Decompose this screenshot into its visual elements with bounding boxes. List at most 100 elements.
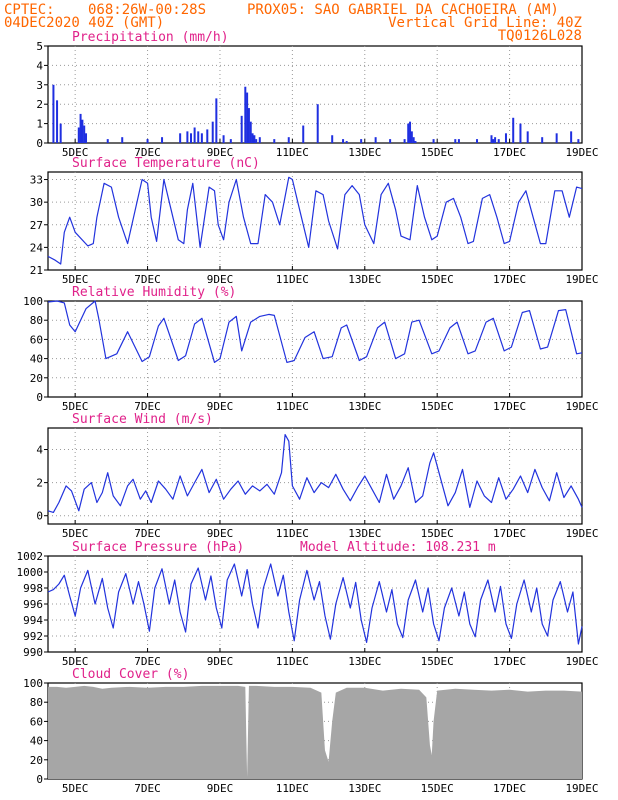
precipitation-bar <box>249 121 252 143</box>
precipitation-ytick-label: 5 <box>36 40 43 53</box>
wind-xtick-label: 7DEC <box>134 527 161 540</box>
precipitation-bar <box>79 113 82 143</box>
cloud-ytick-label: 20 <box>30 754 43 767</box>
precipitation-frame <box>47 45 583 144</box>
precipitation-bar <box>59 123 62 143</box>
pressure-ytick-label: 994 <box>23 614 43 627</box>
precipitation-bar <box>186 131 189 143</box>
precipitation-bar <box>316 104 319 143</box>
wind-xtick-label: 11DEC <box>276 527 309 540</box>
precipitation-bar <box>374 137 377 143</box>
precipitation-bar <box>409 121 412 143</box>
cloud-ytick-label: 100 <box>23 677 43 690</box>
precipitation-bar <box>519 123 522 143</box>
precipitation-bar <box>389 139 392 143</box>
panel-precipitation: Precipitation (mm/h) 5DEC 7DEC 9DEC 11DEC 13… <box>36 30 598 159</box>
precipitation-bar <box>255 139 258 143</box>
humidity-ytick-label: 40 <box>30 353 43 366</box>
precipitation-title: Precipitation (mm/h) <box>72 30 229 45</box>
cloud-xtick-label: 15DEC <box>421 782 454 795</box>
humidity-ytick-label: 100 <box>23 295 43 308</box>
wind-xtick-label: 19DEC <box>565 527 598 540</box>
wind-ytick-label: 2 <box>36 477 43 490</box>
cloud-cover-title: Cloud Cover (%) <box>72 667 189 682</box>
precipitation-ytick-label: 3 <box>36 79 43 92</box>
humidity-xtick-label: 13DEC <box>348 400 381 413</box>
precipitation-xtick-label: 13DEC <box>348 146 381 159</box>
precipitation-bar <box>273 139 276 143</box>
precipitation-xtick-label: 11DEC <box>276 146 309 159</box>
temperature-ytick-label: 33 <box>30 174 43 187</box>
temperature-xtick-label: 5DEC <box>62 273 89 286</box>
precipitation-bar <box>407 123 410 143</box>
cloud-xtick-label: 11DEC <box>276 782 309 795</box>
precipitation-bar <box>410 131 413 143</box>
precipitation-bar <box>476 139 479 143</box>
precipitation-bar <box>81 119 84 143</box>
pressure-ytick-label: 1000 <box>17 566 44 579</box>
panel-temperature: Surface Temperature (nC) 5DEC 7DEC 9DEC 11D… <box>30 156 599 286</box>
temperature-xtick-label: 15DEC <box>421 273 454 286</box>
cloud-ytick-label: 80 <box>30 696 43 709</box>
humidity-title: Relative Humidity (%) <box>72 285 236 300</box>
precipitation-bar <box>526 131 529 143</box>
cloud-ytick-label: 0 <box>36 773 43 786</box>
panel-pressure: Surface Pressure (hPa) Model Altitude: 1… <box>17 540 599 668</box>
precipitation-bar <box>492 139 495 143</box>
pressure-ytick-label: 996 <box>23 598 43 611</box>
pressure-xtick-label: 17DEC <box>493 655 526 668</box>
precipitation-bar <box>85 133 88 143</box>
precipitation-bar <box>258 137 261 143</box>
precipitation-bar <box>246 92 249 143</box>
header-station: PROX05: SAO GABRIEL DA CACHOEIRA (AM) <box>247 2 559 18</box>
pressure-ytick-label: 998 <box>23 582 43 595</box>
precipitation-bar <box>251 133 254 143</box>
temperature-xtick-label: 19DEC <box>565 273 598 286</box>
temperature-xtick-label: 11DEC <box>276 273 309 286</box>
header-model-code: TQ0126L028 <box>498 28 582 44</box>
precipitation-bar <box>222 135 225 143</box>
cloud-ytick-label: 40 <box>30 735 43 748</box>
header-coords: 068:26W-00:28S <box>88 2 206 18</box>
precipitation-ytick-label: 0 <box>36 137 43 150</box>
pressure-ytick-label: 990 <box>23 646 43 659</box>
precipitation-bar <box>193 127 196 143</box>
precipitation-bar <box>190 133 193 143</box>
temperature-ytick-label: 27 <box>30 219 43 232</box>
humidity-xtick-label: 9DEC <box>207 400 234 413</box>
precipitation-bar <box>412 137 415 143</box>
precipitation-xtick-label: 15DEC <box>421 146 454 159</box>
cloud-ytick-label: 60 <box>30 715 43 728</box>
cloud-xtick-label: 7DEC <box>134 782 161 795</box>
pressure-line <box>47 563 583 645</box>
wind-xtick-label: 9DEC <box>207 527 234 540</box>
precipitation-bar <box>146 139 149 143</box>
cloud-area <box>48 685 582 779</box>
precipitation-bar <box>577 139 580 143</box>
precipitation-bar <box>206 129 209 143</box>
humidity-ytick-label: 60 <box>30 333 43 346</box>
precipitation-bar <box>541 137 544 143</box>
cloud-xtick-label: 19DEC <box>565 782 598 795</box>
temperature-title: Surface Temperature (nC) <box>72 156 260 171</box>
precipitation-bar <box>345 141 348 143</box>
temperature-ytick-label: 24 <box>30 241 44 254</box>
humidity-frame <box>47 300 583 398</box>
wind-xtick-label: 17DEC <box>493 527 526 540</box>
precipitation-bar <box>179 133 182 143</box>
panel-wind: Surface Wind (m/s) 5DEC 7DEC 9DEC 11DEC 13DE… <box>36 412 598 540</box>
precipitation-bar <box>504 133 507 143</box>
humidity-xtick-label: 17DEC <box>493 400 526 413</box>
wind-xtick-label: 15DEC <box>421 527 454 540</box>
humidity-xtick-label: 19DEC <box>565 400 598 413</box>
precipitation-bar <box>414 141 417 143</box>
header-grid-note: Vertical Grid Line: 40Z <box>388 15 582 31</box>
precipitation-bar <box>200 133 203 143</box>
humidity-ytick-label: 20 <box>30 372 43 385</box>
wind-title: Surface Wind (m/s) <box>72 412 213 427</box>
wind-xtick-label: 5DEC <box>62 527 89 540</box>
model-altitude-annotation: Model Altitude: 108.231 m <box>300 540 496 555</box>
temperature-line <box>47 176 583 265</box>
humidity-xtick-label: 15DEC <box>421 400 454 413</box>
